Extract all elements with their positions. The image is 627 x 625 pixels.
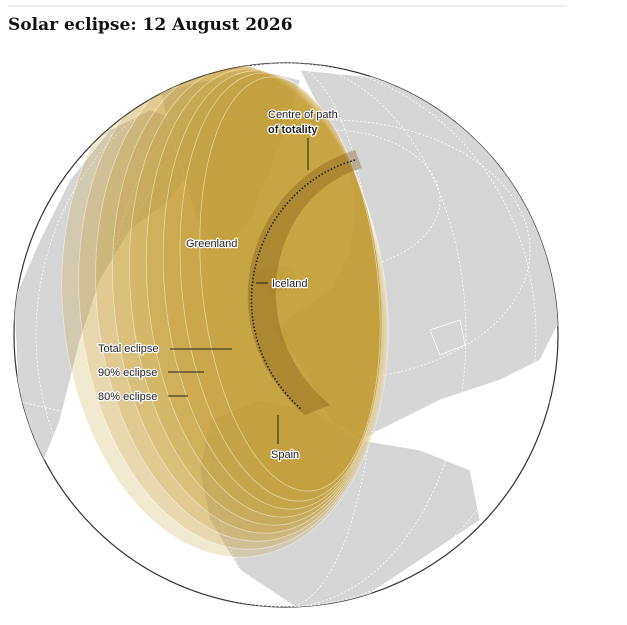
label: Greenland — [186, 238, 237, 250]
label: Spain — [271, 449, 299, 461]
label: of totality — [268, 124, 318, 136]
label: 90% eclipse — [98, 367, 157, 379]
annotations: Centre of path of totality Greenland Ice… — [97, 108, 339, 463]
totality-band — [247, 150, 362, 415]
label: 80% eclipse — [98, 391, 157, 403]
land — [14, 69, 558, 607]
globe — [13, 62, 559, 608]
label: Centre of path — [268, 109, 338, 121]
label: Total eclipse — [98, 343, 159, 355]
eclipse-bands — [61, 63, 389, 558]
title: Solar eclipse: 12 August 2026 — [8, 15, 293, 35]
centre-line — [250, 159, 356, 411]
label: Iceland — [272, 278, 307, 290]
